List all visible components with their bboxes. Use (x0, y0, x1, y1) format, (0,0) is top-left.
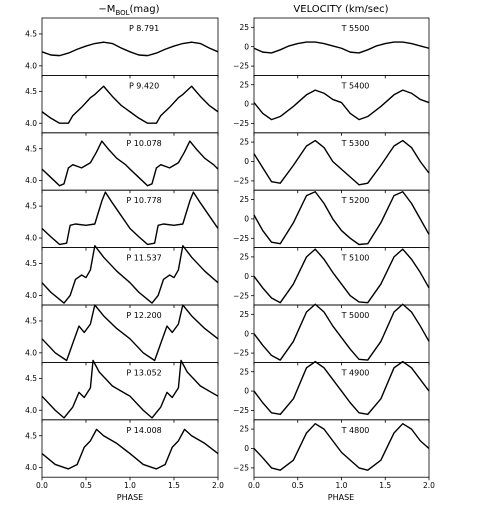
y-tick-label: −25 (233, 176, 249, 185)
x-tick-label: 0.0 (248, 481, 260, 490)
y-tick-label: 0 (244, 444, 249, 453)
x-tick-label: 1.5 (168, 481, 180, 490)
y-tick-label: 4.0 (25, 406, 37, 415)
series-line (41, 85, 219, 124)
y-tick-label: 0 (244, 387, 249, 396)
series-line (253, 360, 430, 416)
series-line (253, 248, 430, 304)
y-tick-label: 0 (244, 329, 249, 338)
y-tick-label: 0 (244, 272, 249, 281)
y-tick-label: 4.0 (25, 119, 37, 128)
panel-label: P 10.778 (126, 196, 161, 205)
series-line (41, 140, 219, 187)
series-line (41, 428, 219, 470)
y-tick-label: −25 (233, 62, 249, 71)
y-tick-label: 4.0 (25, 463, 37, 472)
series-line (41, 41, 219, 57)
y-tick-label: 4.0 (25, 61, 37, 70)
y-tick-label: 25 (239, 80, 249, 89)
panel-label: P 12.200 (126, 311, 161, 320)
series-line (41, 191, 219, 246)
y-tick-label: 25 (239, 310, 249, 319)
series-line (253, 191, 430, 246)
y-tick-label: 25 (239, 367, 249, 376)
x-tick-label: 2.0 (423, 481, 435, 490)
panel-label: T 5000 (341, 311, 370, 320)
panel-frame (41, 419, 219, 478)
panel-label: P 10.078 (126, 139, 161, 148)
x-tick-label: 1.5 (379, 481, 391, 490)
y-tick-label: 4.5 (25, 202, 37, 211)
panel-label: P 14.008 (126, 426, 161, 435)
series-line (253, 303, 430, 361)
y-tick-label: 4.5 (25, 259, 37, 268)
y-tick-label: 4.0 (25, 176, 37, 185)
panel-label: P 8.791 (129, 24, 159, 33)
series-line (253, 41, 430, 54)
panel-label: T 4800 (341, 426, 370, 435)
y-tick-label: −25 (233, 291, 249, 300)
panel-label: T 5400 (341, 81, 370, 90)
panel-label: T 4900 (341, 368, 370, 377)
series-line (253, 422, 430, 471)
y-tick-label: −25 (233, 119, 249, 128)
y-tick-label: 25 (239, 23, 249, 32)
panel-label: P 13.052 (126, 368, 161, 377)
series-line (41, 244, 219, 304)
y-tick-label: 0 (244, 100, 249, 109)
series-line (41, 359, 219, 419)
x-tick-label: 0.5 (292, 481, 304, 490)
panel-label: T 5200 (341, 196, 370, 205)
y-tick-label: −25 (233, 406, 249, 415)
y-tick-label: 25 (239, 253, 249, 262)
right-column-title: VELOCITY (km/sec) (293, 4, 388, 15)
y-tick-label: 25 (239, 425, 249, 434)
x-tick-label: 0.5 (80, 481, 92, 490)
y-tick-label: −25 (233, 349, 249, 358)
y-tick-label: 4.5 (25, 144, 37, 153)
y-tick-label: 4.5 (25, 431, 37, 440)
y-tick-label: 4.0 (25, 291, 37, 300)
y-tick-label: 4.5 (25, 317, 37, 326)
x-tick-label: 2.0 (212, 481, 224, 490)
left-column-title: −MBOL(mag) (98, 4, 159, 17)
y-tick-label: 0 (244, 157, 249, 166)
y-tick-label: 0 (244, 42, 249, 51)
series-line (41, 304, 219, 362)
x-tick-label: 1.0 (336, 481, 348, 490)
right-x-axis-title: PHASE (328, 493, 354, 502)
panel-label: T 5100 (341, 254, 370, 263)
y-tick-label: 25 (239, 195, 249, 204)
panel-label: T 5500 (341, 24, 370, 33)
y-tick-label: 4.5 (25, 374, 37, 383)
y-tick-label: 4.0 (25, 234, 37, 243)
y-tick-label: 4.0 (25, 348, 37, 357)
left-x-axis-title: PHASE (117, 493, 143, 502)
x-tick-label: 1.0 (124, 481, 136, 490)
panel-label: P 9.420 (129, 81, 159, 90)
panel-label: P 11.537 (126, 254, 161, 263)
series-line (253, 89, 430, 121)
y-tick-label: 4.5 (25, 30, 37, 39)
y-tick-label: 0 (244, 215, 249, 224)
y-tick-label: −25 (233, 234, 249, 243)
y-tick-label: 4.5 (25, 87, 37, 96)
y-tick-label: −25 (233, 463, 249, 472)
y-tick-label: 25 (239, 138, 249, 147)
panel-label: T 5300 (341, 139, 370, 148)
x-tick-label: 0.0 (36, 481, 48, 490)
series-line (253, 139, 430, 186)
